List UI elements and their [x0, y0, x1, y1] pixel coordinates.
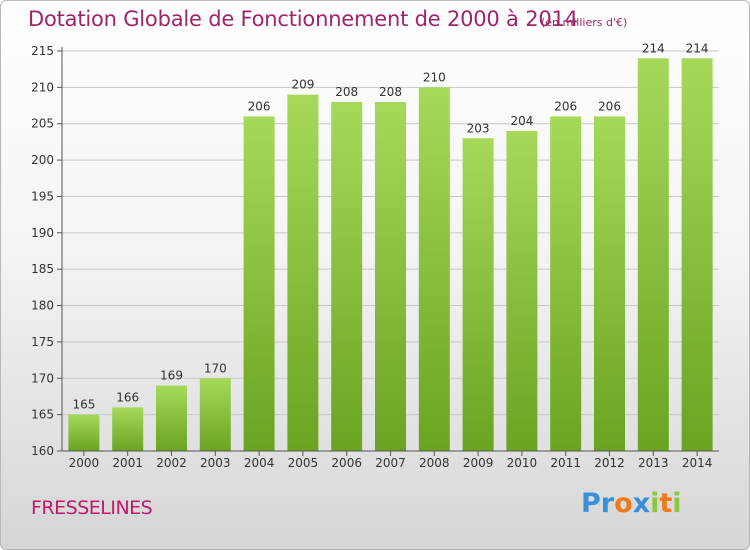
data-label: 206: [554, 99, 577, 113]
axis-layer: 160 165 170 175 180 185 190 195 200 205 210 215 2000…: [31, 44, 719, 470]
data-label: 203: [467, 121, 490, 135]
bar: [112, 407, 144, 451]
x-tick-label: 2009: [463, 456, 494, 470]
bar: [199, 378, 231, 451]
chart-title: Dotation Globale de Fonctionnement de 20…: [28, 7, 578, 31]
x-tick-label: 2010: [507, 456, 538, 470]
bar: [331, 101, 363, 451]
y-tick-label: 200: [31, 153, 54, 167]
data-label: 210: [423, 70, 446, 84]
bar: [287, 94, 319, 452]
x-tick-label: 2001: [112, 456, 143, 470]
data-label: 206: [598, 99, 621, 113]
data-label: 208: [335, 85, 358, 99]
x-tick-label: 2006: [331, 456, 362, 470]
bar: [550, 116, 582, 452]
proxiti-logo[interactable]: Proxiti: [581, 488, 682, 519]
y-tick-label: 210: [31, 80, 54, 94]
data-label: 170: [204, 361, 227, 375]
y-tick-label: 185: [31, 262, 54, 276]
data-label: 208: [379, 85, 402, 99]
bar-layer: [68, 58, 713, 452]
bar: [375, 101, 406, 451]
logo-letter: t: [659, 488, 673, 519]
x-tick-label: 2003: [200, 456, 231, 470]
y-tick-label: 190: [31, 226, 54, 240]
x-tick-label: 2011: [550, 456, 581, 470]
logo-letter: i: [650, 488, 660, 519]
data-label: 214: [642, 41, 665, 55]
bar: [681, 58, 713, 451]
data-label: 165: [72, 398, 95, 412]
x-tick-label: 2012: [594, 456, 625, 470]
y-tick-label: 195: [31, 189, 54, 203]
y-tick-label: 205: [31, 117, 54, 131]
logo-letter: i: [672, 488, 682, 519]
unit-note: (en milliers d'€): [541, 16, 628, 29]
x-tick-label: 2014: [682, 456, 713, 470]
y-tick-label: 215: [31, 44, 54, 58]
x-tick-label: 2002: [156, 456, 187, 470]
data-label: 169: [160, 369, 183, 383]
bar: [594, 116, 625, 452]
bar: [243, 116, 275, 452]
x-tick-label: 2013: [638, 456, 669, 470]
y-tick-label: 170: [31, 371, 54, 385]
data-label: 204: [510, 114, 533, 128]
data-label: 166: [116, 390, 139, 404]
logo-letter: P: [581, 488, 601, 519]
data-label: 209: [291, 78, 314, 92]
y-tick-label: 180: [31, 299, 54, 313]
commune-name: FRESSELINES: [31, 497, 153, 519]
label-layer: 165 166 169 170 206 209 208 208 210 203 204 206 206 2…: [72, 41, 708, 411]
data-label: 206: [248, 99, 271, 113]
bar: [68, 414, 100, 451]
bar: [156, 385, 187, 451]
logo-letter: x: [632, 488, 651, 519]
x-tick-label: 2008: [419, 456, 450, 470]
x-tick-label: 2005: [288, 456, 319, 470]
x-tick-label: 2007: [375, 456, 406, 470]
y-tick-label: 175: [31, 335, 54, 349]
bar: [462, 138, 494, 452]
x-tick-label: 2004: [244, 456, 275, 470]
bar: [506, 131, 538, 451]
logo-letter: r: [600, 488, 615, 519]
logo-letter: o: [614, 488, 633, 519]
y-tick-label: 165: [31, 408, 54, 422]
bar: [418, 87, 450, 451]
y-tick-label: 160: [31, 444, 54, 458]
x-tick-label: 2000: [69, 456, 100, 470]
bar: [637, 58, 669, 451]
data-label: 214: [686, 41, 709, 55]
